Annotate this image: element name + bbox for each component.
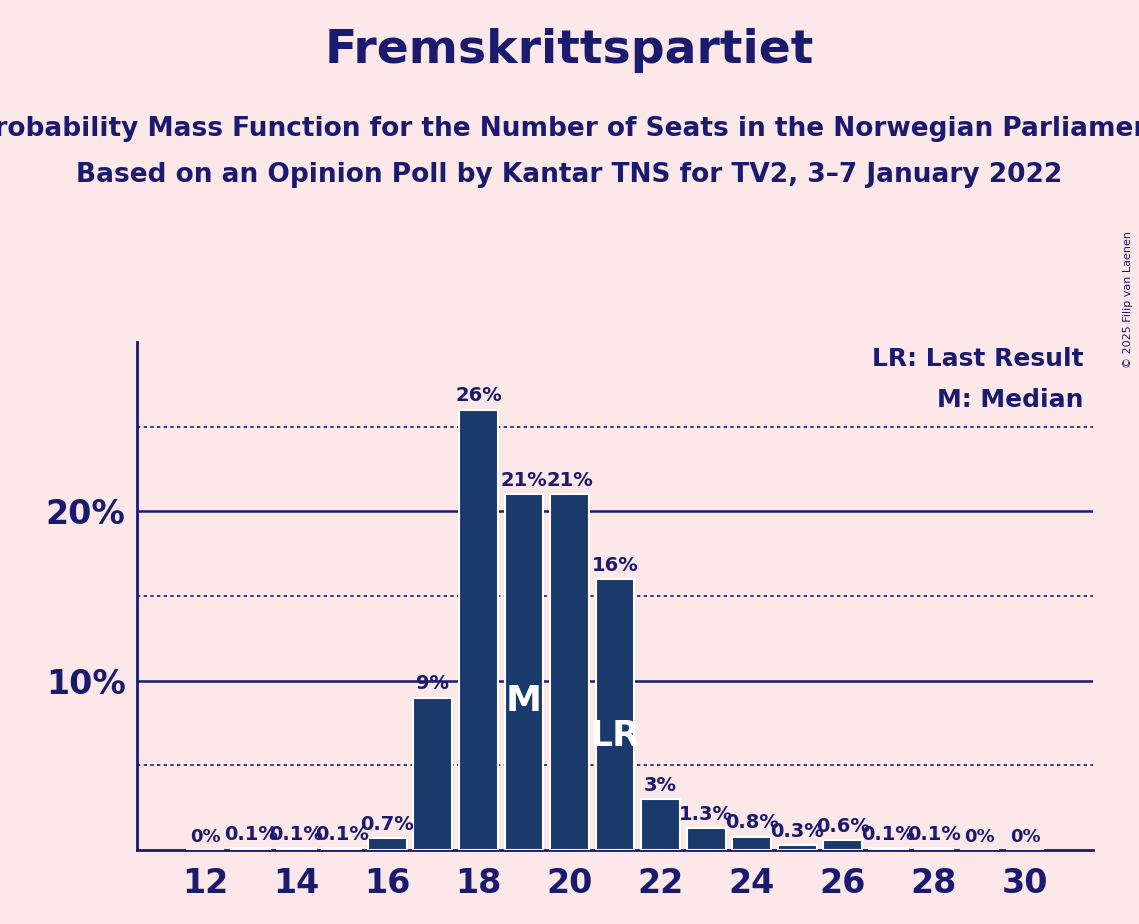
Bar xyxy=(368,838,407,850)
Text: © 2025 Filip van Laenen: © 2025 Filip van Laenen xyxy=(1123,231,1133,368)
Bar xyxy=(915,848,953,850)
Bar xyxy=(778,845,817,850)
Text: LR: Last Result: LR: Last Result xyxy=(872,346,1084,371)
Bar xyxy=(231,848,270,850)
Bar xyxy=(869,848,908,850)
Text: 0.3%: 0.3% xyxy=(770,821,825,841)
Text: 1.3%: 1.3% xyxy=(679,805,734,824)
Text: LR: LR xyxy=(590,719,640,753)
Bar xyxy=(505,494,543,850)
Text: Probability Mass Function for the Number of Seats in the Norwegian Parliament: Probability Mass Function for the Number… xyxy=(0,116,1139,141)
Text: 0.1%: 0.1% xyxy=(314,825,369,845)
Bar xyxy=(459,409,498,850)
Text: 0%: 0% xyxy=(1010,828,1040,845)
Text: 9%: 9% xyxy=(417,675,449,693)
Text: 0%: 0% xyxy=(965,828,994,845)
Text: M: Median: M: Median xyxy=(937,388,1084,411)
Text: 0.7%: 0.7% xyxy=(360,815,415,834)
Text: 0.1%: 0.1% xyxy=(861,825,916,845)
Bar xyxy=(823,840,862,850)
Text: 16%: 16% xyxy=(591,556,639,575)
Text: 26%: 26% xyxy=(454,386,502,406)
Text: 0.1%: 0.1% xyxy=(907,825,961,845)
Bar xyxy=(641,799,680,850)
Bar xyxy=(687,828,726,850)
Text: 0.6%: 0.6% xyxy=(816,817,870,835)
Text: Fremskrittspartiet: Fremskrittspartiet xyxy=(325,28,814,73)
Text: 21%: 21% xyxy=(500,471,548,490)
Text: 0.1%: 0.1% xyxy=(223,825,278,845)
Text: Based on an Opinion Poll by Kantar TNS for TV2, 3–7 January 2022: Based on an Opinion Poll by Kantar TNS f… xyxy=(76,162,1063,188)
Bar xyxy=(322,848,361,850)
Bar xyxy=(550,494,589,850)
Text: 3%: 3% xyxy=(645,776,677,795)
Bar xyxy=(596,579,634,850)
Bar xyxy=(732,836,771,850)
Text: 0.8%: 0.8% xyxy=(724,813,779,833)
Text: 0%: 0% xyxy=(190,828,220,845)
Text: 21%: 21% xyxy=(546,471,593,490)
Bar xyxy=(277,848,316,850)
Bar xyxy=(413,698,452,850)
Text: 0.1%: 0.1% xyxy=(269,825,323,845)
Text: M: M xyxy=(506,684,542,718)
